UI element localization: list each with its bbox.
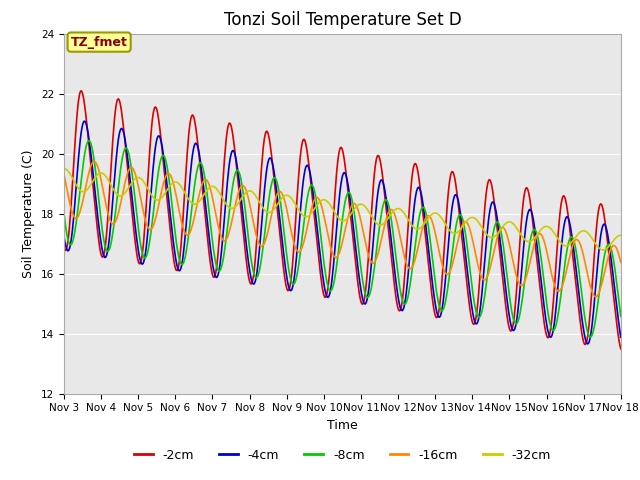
-2cm	[128, 211, 136, 216]
-8cm	[85, 138, 93, 144]
-32cm	[426, 213, 434, 219]
Y-axis label: Soil Temperature (C): Soil Temperature (C)	[22, 149, 35, 278]
-4cm	[60, 234, 68, 240]
-4cm	[70, 210, 78, 216]
-2cm	[411, 161, 419, 167]
-32cm	[617, 232, 625, 238]
-32cm	[214, 187, 221, 192]
-8cm	[185, 231, 193, 237]
Text: TZ_fmet: TZ_fmet	[70, 36, 127, 48]
-2cm	[70, 155, 78, 160]
Line: -32cm: -32cm	[64, 168, 621, 250]
-16cm	[617, 260, 625, 265]
-16cm	[128, 165, 136, 171]
-16cm	[60, 171, 68, 177]
-32cm	[184, 195, 192, 201]
-8cm	[70, 233, 78, 239]
-4cm	[128, 196, 136, 202]
-4cm	[214, 272, 222, 277]
-2cm	[185, 132, 193, 138]
-16cm	[428, 216, 435, 221]
Line: -4cm: -4cm	[64, 121, 621, 344]
-32cm	[599, 247, 607, 253]
-8cm	[428, 245, 435, 251]
Line: -2cm: -2cm	[64, 91, 621, 349]
-16cm	[185, 231, 193, 237]
-8cm	[60, 211, 68, 217]
-2cm	[60, 245, 68, 251]
Legend: -2cm, -4cm, -8cm, -16cm, -32cm: -2cm, -4cm, -8cm, -16cm, -32cm	[129, 444, 556, 467]
-8cm	[214, 267, 222, 273]
-32cm	[70, 178, 78, 184]
-8cm	[411, 245, 419, 251]
-16cm	[90, 158, 98, 164]
-16cm	[411, 257, 419, 263]
-2cm	[617, 346, 625, 352]
-16cm	[592, 294, 600, 300]
-2cm	[77, 88, 85, 94]
-4cm	[411, 199, 419, 204]
-16cm	[70, 214, 78, 220]
Line: -8cm: -8cm	[64, 141, 621, 337]
-8cm	[128, 171, 136, 177]
-8cm	[617, 313, 625, 319]
-8cm	[587, 334, 595, 340]
-32cm	[60, 166, 68, 171]
-32cm	[127, 180, 135, 186]
-4cm	[584, 341, 591, 347]
Title: Tonzi Soil Temperature Set D: Tonzi Soil Temperature Set D	[223, 11, 461, 29]
-4cm	[185, 191, 193, 196]
-4cm	[428, 269, 435, 275]
-4cm	[617, 335, 625, 340]
-16cm	[214, 222, 222, 228]
-2cm	[428, 286, 435, 291]
-2cm	[214, 250, 222, 256]
-4cm	[80, 119, 88, 124]
-32cm	[410, 225, 418, 230]
X-axis label: Time: Time	[327, 419, 358, 432]
Line: -16cm: -16cm	[64, 161, 621, 297]
